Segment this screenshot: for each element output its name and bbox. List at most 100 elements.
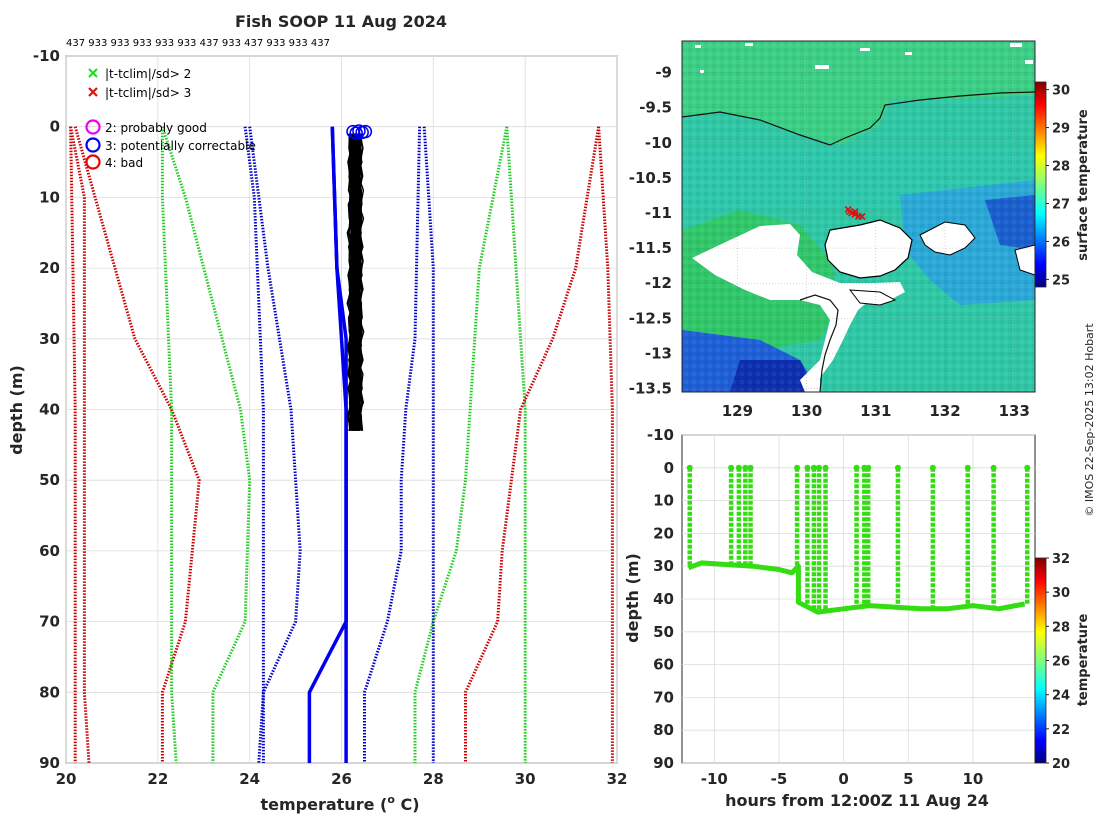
map-colorbar-label: surface temperature — [1076, 109, 1091, 261]
cast-top-point — [894, 464, 901, 471]
cast-top-point — [816, 464, 823, 471]
profile-legend: |t-tclim|/sd> 2 |t-tclim|/sd> 3 2: proba… — [85, 67, 256, 170]
profile-panel: Fish SOOP 11 Aug 2024 437 933 933 933 93… — [7, 12, 627, 814]
map-colorbar-tick-label: 29 — [1052, 122, 1070, 137]
profile-series-line — [422, 126, 435, 763]
legend-flag-2: 2: probably good — [85, 119, 207, 135]
map-y-ticks: -9 -9.5 -10 -10.5 -11 -11.5 -12 -12.5 -13 -13.5 — [629, 64, 672, 398]
observation-profile-line — [356, 133, 365, 431]
land-mainland — [692, 224, 905, 392]
timeseries-x-tick-label: -10 — [701, 770, 728, 788]
green-cross-icon — [88, 68, 98, 78]
profile-x-tick-label: 28 — [423, 770, 444, 788]
legend-label: |t-tclim|/sd> 2 — [105, 67, 191, 81]
map-colorbar-tick-label: 28 — [1052, 160, 1070, 175]
profile-y-tick-label: 60 — [39, 542, 60, 560]
cast-top-point — [742, 464, 749, 471]
credit-text: © IMOS 22-Sep-2025 13:02 Hobart — [1083, 323, 1096, 517]
profile-series-line — [464, 126, 601, 763]
profile-series-line — [160, 126, 252, 763]
profile-series-line — [597, 126, 614, 763]
map-colorbar — [1034, 81, 1047, 288]
profile-y-tick-label: 90 — [39, 754, 60, 772]
timeseries-x-tick-label: 5 — [903, 770, 913, 788]
timeseries-y-tick-label: -10 — [647, 426, 674, 444]
map-track — [844, 205, 866, 221]
timeseries-colorbar — [1034, 557, 1047, 764]
profile-series-line — [69, 126, 91, 763]
map-colorbar-tick-label: 30 — [1052, 84, 1070, 99]
land-island — [824, 219, 913, 279]
red-circle-icon — [85, 154, 101, 170]
timeseries-y-tick-label: 0 — [664, 459, 674, 477]
profile-series-line — [505, 126, 527, 763]
timeseries-y-label: depth (m) — [623, 553, 642, 643]
timeseries-colorbar-tick-label: 26 — [1052, 655, 1070, 670]
profile-series-line — [307, 126, 348, 763]
red-cross-icon — [88, 87, 98, 97]
legend-cross-3sd: |t-tclim|/sd> 3 — [88, 86, 191, 100]
timeseries-y-tick-label: 60 — [653, 656, 674, 674]
map-colorbar-ticks: 25 26 27 28 29 30 — [1046, 84, 1070, 288]
map-x-tick-label: 130 — [791, 402, 822, 420]
timeseries-colorbar-tick-label: 32 — [1052, 552, 1070, 567]
profile-y-tick-label: 10 — [39, 188, 60, 206]
timeseries-colorbar-tick-label: 20 — [1052, 757, 1070, 772]
track-cross-marker — [845, 208, 854, 216]
timeseries-y-tick-label: 40 — [653, 590, 674, 608]
legend-label: 4: bad — [105, 156, 143, 170]
profile-x-tick-label: 32 — [607, 770, 628, 788]
profile-y-tick-label: 30 — [39, 330, 60, 348]
map-grid — [682, 41, 1035, 392]
map-x-tick-label: 132 — [929, 402, 960, 420]
timeseries-x-tick-label: 10 — [962, 770, 983, 788]
map-x-tick-label: 129 — [722, 402, 753, 420]
timeseries-colorbar-ticks: 20 22 24 26 28 30 32 — [1046, 552, 1070, 772]
cast-top-point — [964, 464, 971, 471]
timeseries-colorbar-tick-label: 22 — [1052, 723, 1070, 738]
timeseries-y-tick-label: 50 — [653, 623, 674, 641]
map-colorbar-tick-label: 27 — [1052, 197, 1070, 212]
map-y-tick-label: -10.5 — [629, 169, 672, 187]
profile-y-tick-label: 40 — [39, 401, 60, 419]
cast-top-point — [929, 464, 936, 471]
profile-series-line — [243, 126, 265, 763]
profile-series-line — [363, 126, 422, 763]
land-east-point — [1014, 244, 1035, 276]
blue-circle-icon — [85, 137, 101, 153]
profile-y-tick-label: 70 — [39, 613, 60, 631]
flag-3-marker — [358, 124, 373, 139]
profile-x-tick-label: 24 — [239, 770, 260, 788]
timeseries-points — [686, 464, 1031, 615]
map-y-tick-label: -12 — [645, 274, 672, 292]
profile-series-line — [248, 126, 302, 763]
profile-x-tick-label: 30 — [515, 770, 536, 788]
map-panel: 129 130 131 132 133 -9 -9.5 -10 -10.5 -11 -11.5 -1… — [629, 40, 1091, 420]
timeseries-x-tick-label: -5 — [771, 770, 788, 788]
map-y-tick-label: -13.5 — [629, 379, 672, 397]
timeseries-panel: -10 -5 0 5 10 -10 0 10 20 30 40 50 60 70 80 90 hours f… — [623, 426, 1091, 810]
timeseries-colorbar-tick-label: 28 — [1052, 620, 1070, 635]
profile-y-label: depth (m) — [7, 365, 26, 455]
profile-y-tick-label: 0 — [50, 118, 60, 136]
profile-x-label: temperature (o C) — [260, 793, 419, 814]
cast-top-point — [822, 464, 829, 471]
timeseries-y-tick-label: 80 — [653, 721, 674, 739]
cast-top-point — [1024, 464, 1031, 471]
coastline-west — [799, 294, 839, 392]
profile-top-annotation: 437 933 933 933 933 933 437 933 437 933 … — [66, 38, 330, 49]
timeseries-grid — [682, 434, 1035, 764]
track-cross-marker — [851, 208, 859, 216]
profile-series-line — [160, 126, 178, 763]
timeseries-y-ticks: -10 0 10 20 30 40 50 60 70 80 90 — [647, 426, 674, 772]
cast-top-point — [747, 464, 754, 471]
legend-label: 2: probably good — [105, 121, 207, 135]
map-y-tick-label: -11 — [645, 204, 672, 222]
cast-top-point — [735, 464, 742, 471]
profile-x-tick-label: 22 — [147, 770, 168, 788]
land-shore-south — [848, 289, 897, 306]
timeseries-y-tick-label: 70 — [653, 688, 674, 706]
profile-x-tick-label: 26 — [331, 770, 352, 788]
profile-series-line — [73, 126, 201, 763]
